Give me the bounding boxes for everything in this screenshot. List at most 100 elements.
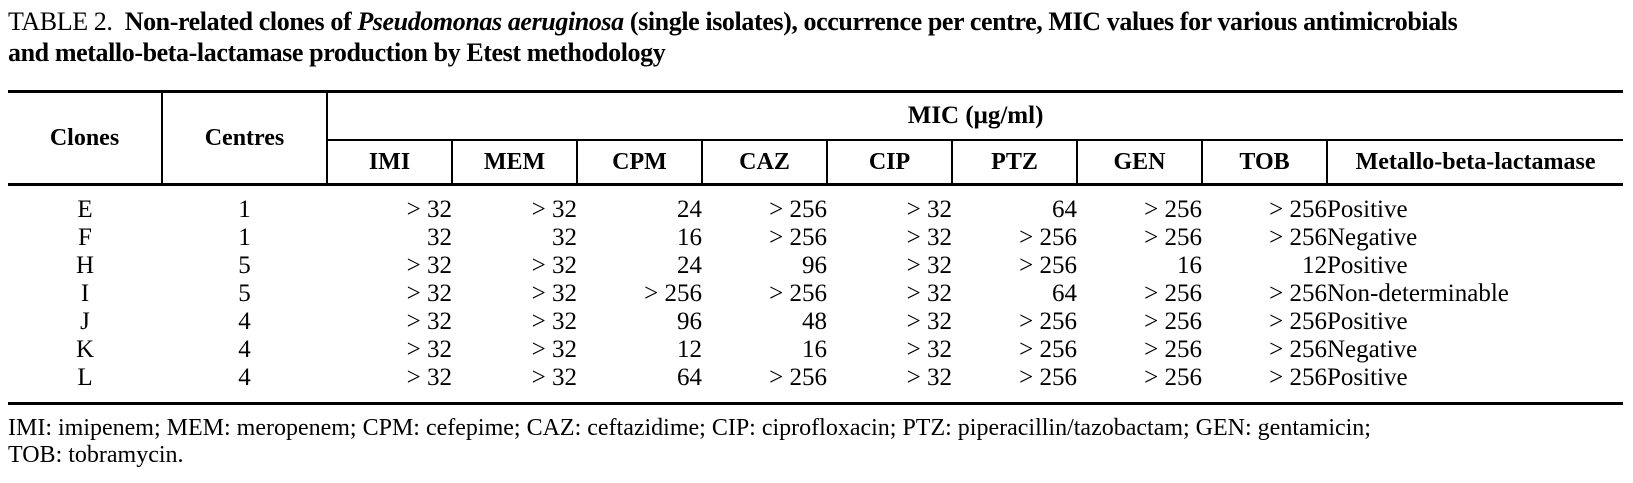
clone-cell: L	[77, 364, 93, 391]
col-header-cip: CIP	[826, 140, 952, 186]
col-header-tob: TOB	[1201, 140, 1327, 186]
mic-gen-cell: > 256	[1144, 224, 1202, 251]
table-row: L 4 > 32 > 32 64 > 256 > 32 > 256 > 256 …	[8, 364, 1623, 404]
footnote-line-2: TOB: tobramycin.	[8, 442, 184, 468]
mic-tob-cell: > 256	[1269, 308, 1327, 335]
mic-mem-cell: 32	[552, 224, 577, 251]
metallo-beta-lactamase-cell: Positive	[1327, 196, 1408, 223]
mic-ptz-cell: 64	[1052, 280, 1077, 307]
centres-cell: 4	[238, 336, 251, 363]
clone-cell: H	[75, 252, 95, 279]
clone-cell: J	[80, 308, 90, 335]
mic-tob-cell: 12	[1302, 252, 1327, 279]
centres-cell: 5	[238, 252, 251, 279]
col-header-centres: Centres	[162, 91, 328, 186]
col-header-cpm: CPM	[576, 140, 702, 186]
caption-before-species: Non-related clones of	[124, 7, 352, 36]
col-header-imi: IMI	[327, 140, 452, 186]
table-row: E 1 > 32 > 32 24 > 256 > 32 64 > 256 > 2…	[8, 185, 1623, 225]
mic-gen-cell: > 256	[1144, 364, 1202, 391]
mic-mem-cell: > 32	[531, 252, 577, 279]
mic-cip-cell: > 32	[906, 280, 952, 307]
mic-ptz-cell: 64	[1052, 196, 1077, 223]
mic-cpm-cell: > 256	[644, 280, 702, 307]
caption-after-species: (single isolates), occurrence per centre…	[629, 7, 1458, 36]
table-row: K 4 > 32 > 32 12 16 > 32 > 256 > 256 > 2…	[8, 336, 1623, 364]
clone-cell: F	[78, 224, 92, 251]
table-caption-text: Non-related clones of Pseudomonas aerugi…	[8, 7, 1458, 67]
mic-caz-cell: > 256	[769, 224, 827, 251]
metallo-beta-lactamase-cell: Positive	[1327, 308, 1408, 335]
mic-caz-cell: > 256	[769, 364, 827, 391]
mic-imi-cell: > 32	[406, 196, 452, 223]
table-row: F 1 32 32 16 > 256 > 32 > 256 > 256 > 25…	[8, 224, 1623, 252]
col-header-mem: MEM	[451, 140, 577, 186]
centres-cell: 1	[238, 224, 251, 251]
mic-imi-cell: > 32	[406, 336, 452, 363]
mic-caz-cell: 96	[802, 252, 827, 279]
mic-gen-cell: 16	[1177, 252, 1202, 279]
col-header-caz: CAZ	[701, 140, 827, 186]
metallo-beta-lactamase-cell: Positive	[1327, 364, 1408, 391]
mic-mem-cell: > 32	[531, 364, 577, 391]
mic-gen-cell: > 256	[1144, 196, 1202, 223]
mic-group-header: MIC (μg/ml)	[327, 91, 1624, 141]
mic-table: Clones Centres MIC (μg/ml) IMI MEM CPM C…	[8, 90, 1624, 405]
mic-tob-cell: > 256	[1269, 224, 1327, 251]
mic-cip-cell: > 32	[906, 364, 952, 391]
mic-ptz-cell: > 256	[1019, 364, 1077, 391]
mic-cip-cell: > 32	[906, 224, 952, 251]
mic-caz-cell: > 256	[769, 196, 827, 223]
header-row-groups: Clones Centres MIC (μg/ml)	[8, 91, 1624, 186]
table-row: J 4 > 32 > 32 96 48 > 32 > 256 > 256 > 2…	[8, 308, 1623, 336]
centres-cell: 4	[238, 364, 251, 391]
footnote-line-1: IMI: imipenem; MEM: meropenem; CPM: cefe…	[8, 415, 1371, 441]
centres-cell: 4	[238, 308, 251, 335]
mic-mem-cell: > 32	[531, 308, 577, 335]
mic-ptz-cell: > 256	[1019, 336, 1077, 363]
mic-caz-cell: 48	[802, 308, 827, 335]
mic-cpm-cell: 12	[677, 336, 702, 363]
metallo-beta-lactamase-cell: Negative	[1327, 224, 1418, 251]
mic-ptz-cell: > 256	[1019, 252, 1077, 279]
mic-cip-cell: > 32	[906, 196, 952, 223]
table-row: I 5 > 32 > 32 > 256 > 256 > 32 64 > 256 …	[8, 280, 1623, 308]
table-header: Clones Centres MIC (μg/ml) IMI MEM CPM C…	[8, 91, 1624, 186]
col-header-gen: GEN	[1076, 140, 1202, 186]
mic-caz-cell: > 256	[769, 280, 827, 307]
mic-mem-cell: > 32	[531, 336, 577, 363]
mic-mem-cell: > 32	[531, 280, 577, 307]
table-caption: TABLE 2. Non-related clones of Pseudomon…	[8, 6, 1633, 68]
mic-imi-cell: > 32	[406, 280, 452, 307]
mic-imi-cell: > 32	[406, 308, 452, 335]
clone-cell: E	[77, 196, 93, 223]
table-number: TABLE 2.	[8, 7, 113, 36]
mic-gen-cell: > 256	[1144, 336, 1202, 363]
metallo-beta-lactamase-cell: Non-determinable	[1327, 280, 1509, 307]
mic-imi-cell: > 32	[406, 252, 452, 279]
metallo-beta-lactamase-cell: Positive	[1327, 252, 1408, 279]
mic-gen-cell: > 256	[1144, 280, 1202, 307]
table-row: H 5 > 32 > 32 24 96 > 32 > 256 16 12 Pos…	[8, 252, 1623, 280]
mic-cip-cell: > 32	[906, 252, 952, 279]
col-header-metallo-beta-lactamase: Metallo-beta-lactamase	[1325, 140, 1624, 186]
mic-tob-cell: > 256	[1269, 336, 1327, 363]
mic-cpm-cell: 64	[677, 364, 702, 391]
mic-tob-cell: > 256	[1269, 196, 1327, 223]
mic-ptz-cell: > 256	[1019, 308, 1077, 335]
mic-ptz-cell: > 256	[1019, 224, 1077, 251]
species-name: Pseudomonas aeruginosa	[357, 7, 624, 36]
clone-cell: I	[80, 280, 90, 307]
mic-cpm-cell: 24	[677, 196, 702, 223]
header-row-subcolumns: IMI MEM CPM CAZ CIP PTZ GEN TOB Metallo-…	[8, 140, 1624, 186]
centres-cell: 5	[238, 280, 251, 307]
mic-imi-cell: 32	[427, 224, 452, 251]
col-header-ptz: PTZ	[951, 140, 1077, 186]
table-body: E 1 > 32 > 32 24 > 256 > 32 64 > 256 > 2…	[8, 185, 1623, 404]
clone-cell: K	[75, 336, 95, 363]
mic-cpm-cell: 96	[677, 308, 702, 335]
centres-cell: 1	[238, 196, 251, 223]
mic-cpm-cell: 16	[677, 224, 702, 251]
table-footnote: IMI: imipenem; MEM: meropenem; CPM: cefe…	[8, 415, 1633, 469]
mic-mem-cell: > 32	[531, 196, 577, 223]
